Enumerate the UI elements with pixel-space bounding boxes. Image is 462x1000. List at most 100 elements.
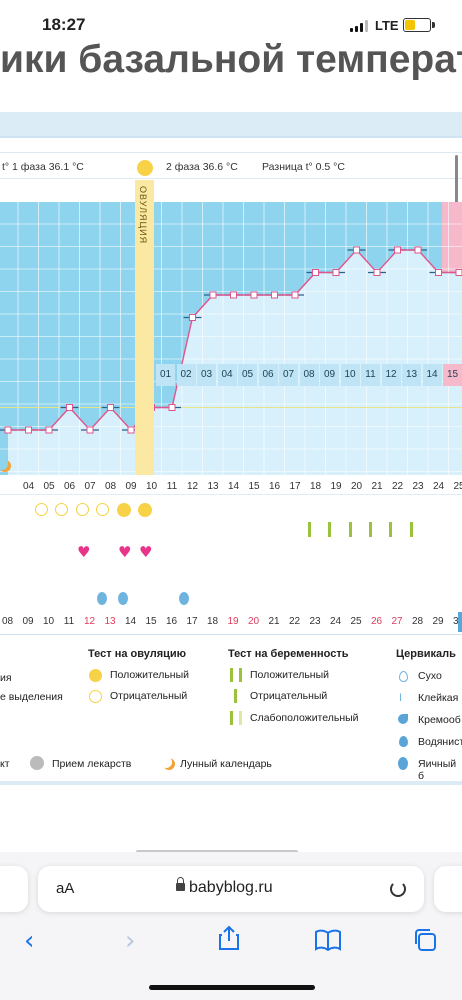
top-day-cell: 08 <box>299 364 319 386</box>
temperature-point <box>250 291 258 299</box>
legend-ovulation-title: Тест на овуляцию <box>88 648 187 660</box>
ovu-negative-icon <box>55 503 68 516</box>
top-day-cell: 07 <box>279 364 298 386</box>
signal-icon <box>350 20 368 32</box>
calendar-date: 27 <box>391 616 403 627</box>
top-day-cell: 14 <box>422 364 442 386</box>
temperature-point <box>230 291 237 299</box>
x-day-label: 24 <box>432 481 445 492</box>
x-day-label: 17 <box>289 481 301 492</box>
x-day-label: 07 <box>84 481 96 492</box>
text-size-button[interactable]: aA <box>56 880 75 897</box>
ovu-negative-icon <box>35 503 48 516</box>
heart-icon: ♥ <box>118 543 132 561</box>
status-time: 18:27 <box>42 15 86 34</box>
ovu-negative-icon <box>96 503 109 516</box>
temperature-point <box>4 426 12 434</box>
legend-item: Сухо <box>418 670 442 682</box>
temperature-point <box>312 269 319 276</box>
tabs-icon[interactable] <box>413 928 439 952</box>
top-day-cell: 06 <box>258 364 278 386</box>
url-text[interactable]: babyblog.ru <box>189 879 273 896</box>
reload-icon[interactable] <box>390 881 406 897</box>
forward-icon[interactable]: › <box>125 926 136 956</box>
x-day-label: 16 <box>268 481 281 492</box>
calendar-date: 30 <box>449 616 462 627</box>
temperature-point <box>414 246 422 254</box>
x-day-label: 08 <box>104 481 117 492</box>
area-fill <box>8 250 462 475</box>
x-day-label: 21 <box>371 481 383 492</box>
creamy-icon <box>398 714 408 724</box>
x-day-label: 12 <box>186 481 199 492</box>
legend: ия е выделения кт Тест на овуляцию Полож… <box>0 640 462 782</box>
calendar-date: 18 <box>206 616 219 627</box>
calendar-date: 28 <box>411 616 424 627</box>
calendar-date: 10 <box>42 616 55 627</box>
temperature-point <box>86 426 94 434</box>
temperature-point <box>66 404 73 411</box>
x-day-label: 06 <box>63 481 76 492</box>
ovu-negative-icon <box>89 690 102 703</box>
address-bar[interactable]: aA babyblog.ru <box>38 866 424 912</box>
drop-icon <box>399 736 408 747</box>
ovu-negative-icon <box>76 503 89 516</box>
calendar-date: 20 <box>247 616 260 627</box>
calendar-date: 23 <box>309 616 321 627</box>
preg-positive-icon <box>230 668 242 682</box>
top-day-cell: 04 <box>217 364 237 386</box>
temperature-point <box>332 269 340 276</box>
temperature-point <box>107 404 114 411</box>
calendar-date: 25 <box>350 616 362 627</box>
calendar-date: 08 <box>1 616 14 627</box>
calendar-date: 13 <box>104 616 116 627</box>
legend-item: Клейкая <box>418 692 459 704</box>
lock-icon <box>176 883 185 891</box>
legend-item: ия <box>0 672 12 684</box>
x-day-label: 22 <box>391 481 404 492</box>
right-tab-peek[interactable] <box>434 866 462 912</box>
left-tab-peek[interactable] <box>0 866 28 912</box>
difference-label: Разница t° 0.5 °C <box>262 161 345 173</box>
phase2-label: 2 фаза 36.6 °C <box>166 161 238 173</box>
temperature-point <box>25 426 32 434</box>
calendar-date: 12 <box>83 616 96 627</box>
calendar-date: 15 <box>145 616 157 627</box>
calendar-date: 16 <box>165 616 178 627</box>
x-day-label: 23 <box>412 481 424 492</box>
network-label: LTE <box>375 18 399 33</box>
legend-item: е выделения <box>0 691 63 703</box>
temperature-point <box>271 291 278 299</box>
legend-item: Слабоположительный <box>250 712 359 724</box>
battery-icon <box>403 18 435 32</box>
ovulation-sun-icon <box>137 160 153 176</box>
moon-icon <box>160 756 172 768</box>
share-icon[interactable] <box>218 925 240 951</box>
x-day-label: 09 <box>125 481 137 492</box>
temperature-point <box>435 269 442 276</box>
top-day-cell: 13 <box>402 364 421 386</box>
sticky-icon: I <box>399 692 403 704</box>
page-title: ики базальной температ <box>0 38 462 81</box>
egg-white-icon <box>179 592 189 605</box>
x-day-label: 20 <box>350 481 363 492</box>
x-day-label: 14 <box>227 481 240 492</box>
legend-cervical-title: Цервикаль <box>396 648 456 660</box>
back-icon[interactable]: ‹ <box>24 926 35 956</box>
legend-pregnancy-title: Тест на беременность <box>228 648 349 660</box>
temperature-point <box>455 269 462 276</box>
calendar-date: 19 <box>227 616 239 627</box>
calendar-date: 29 <box>432 616 444 627</box>
x-day-label: 15 <box>248 481 260 492</box>
temperature-point <box>394 246 401 254</box>
preg-negative-icon <box>308 522 311 537</box>
bookmarks-icon[interactable] <box>314 929 342 951</box>
preg-weak-icon <box>230 711 242 725</box>
status-bar: 18:27 LTE <box>0 0 462 50</box>
legend-item: Водянист <box>418 736 462 748</box>
temperature-point <box>373 269 381 276</box>
preg-negative-icon <box>410 522 413 537</box>
heart-icon: ♥ <box>77 543 91 561</box>
calendar-date: 09 <box>22 616 34 627</box>
ovu-positive-icon <box>89 669 102 682</box>
